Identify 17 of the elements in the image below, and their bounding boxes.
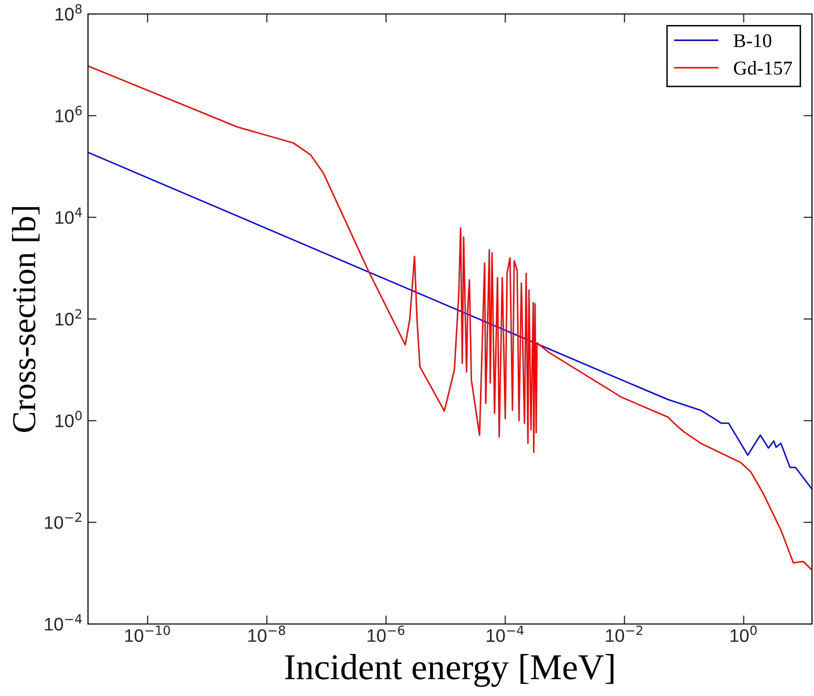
y-tick-label: 10$^{2}$ <box>56 309 82 326</box>
y-tick-label: 10$^{6}$ <box>56 106 82 122</box>
x-tick-label: 10$^{−6}$ <box>368 626 404 642</box>
y-tick-label: 10$^{8}$ <box>56 4 82 21</box>
x-tick-label: 10$^{−10}$ <box>125 626 170 642</box>
x-tick-label: 10$^{0}$ <box>730 626 757 642</box>
x-axis-title: Incident energy [MeV] <box>285 654 614 687</box>
legend-label: B-10 <box>734 34 772 48</box>
x-tick-label: 10$^{−2}$ <box>606 626 642 642</box>
y-tick-label: 10$^{−4}$ <box>44 614 82 631</box>
x-tick-label: 10$^{−8}$ <box>248 626 286 642</box>
y-tick-label: 10$^{−2}$ <box>44 512 82 529</box>
x-tick-label: 10$^{−4}$ <box>486 626 524 642</box>
y-axis-title: Cross-section [b] <box>12 207 40 432</box>
y-tick-label: 10$^{4}$ <box>56 208 82 224</box>
legend-label: Gd-157 <box>734 61 792 75</box>
y-tick-label: 10$^{0}$ <box>56 410 82 428</box>
